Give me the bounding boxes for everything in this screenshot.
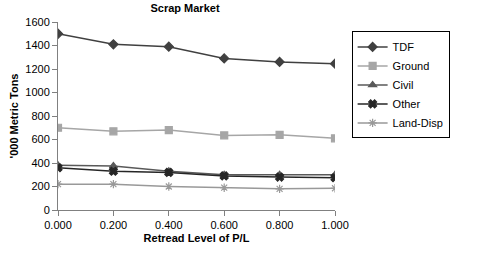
svg-text:1000: 1000 [25, 86, 49, 98]
svg-text:Other: Other [393, 98, 421, 110]
svg-text:600: 600 [31, 133, 49, 145]
svg-text:0: 0 [44, 204, 50, 216]
svg-text:800: 800 [31, 110, 49, 122]
svg-text:Civil: Civil [393, 79, 414, 91]
svg-text:Ground: Ground [393, 60, 430, 72]
svg-text:0.800: 0.800 [266, 219, 294, 231]
svg-text:Scrap Market: Scrap Market [150, 2, 219, 14]
svg-text:Retread Level of P/L: Retread Level of P/L [144, 232, 250, 244]
svg-text:1400: 1400 [25, 39, 49, 51]
svg-text:0.000: 0.000 [44, 219, 72, 231]
svg-text:1600: 1600 [25, 16, 49, 28]
svg-text:400: 400 [31, 157, 49, 169]
svg-text:0.200: 0.200 [100, 219, 128, 231]
svg-text:'000 Metric Tons: '000 Metric Tons [8, 74, 20, 159]
svg-text:1200: 1200 [25, 63, 49, 75]
svg-text:Land-Disp: Land-Disp [393, 117, 443, 129]
svg-text:1.000: 1.000 [321, 219, 349, 231]
svg-text:200: 200 [31, 180, 49, 192]
svg-text:0.400: 0.400 [155, 219, 183, 231]
svg-text:TDF: TDF [393, 41, 415, 53]
svg-text:0.600: 0.600 [210, 219, 238, 231]
